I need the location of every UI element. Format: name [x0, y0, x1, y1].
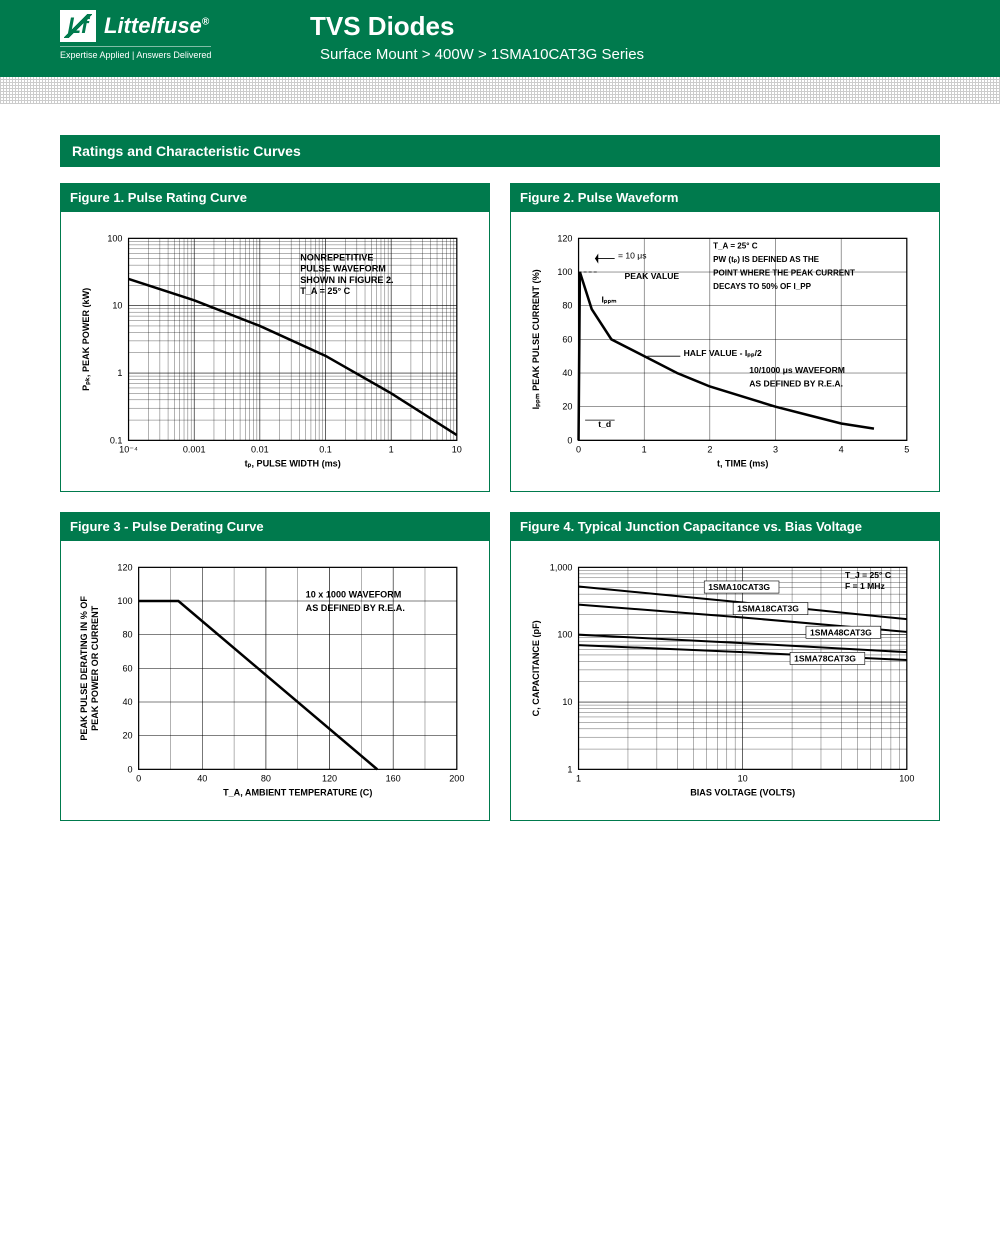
svg-text:0.01: 0.01	[251, 444, 269, 454]
svg-text:F = 1 MHz: F = 1 MHz	[845, 581, 885, 591]
svg-text:T_A, AMBIENT TEMPERATURE (C): T_A, AMBIENT TEMPERATURE (C)	[223, 788, 372, 798]
svg-text:1: 1	[117, 368, 122, 378]
svg-text:C, CAPACITANCE (pF): C, CAPACITANCE (pF)	[531, 620, 541, 716]
svg-text:POINT WHERE THE PEAK CURRENT: POINT WHERE THE PEAK CURRENT	[713, 268, 855, 277]
figure-3-title: Figure 3 - Pulse Derating Curve	[60, 512, 490, 541]
figure-2-chart: 0 1 2 3 4 5 0 20 40 60 80 100 120 = 10 μs PEAK VALUE Iₚ…	[510, 212, 940, 492]
svg-text:20: 20	[122, 731, 132, 741]
svg-text:PEAK VALUE: PEAK VALUE	[625, 271, 680, 281]
svg-text:Iₚₚₘ PEAK PULSE CURRENT (%): Iₚₚₘ PEAK PULSE CURRENT (%)	[531, 269, 541, 409]
svg-text:1SMA10CAT3G: 1SMA10CAT3G	[708, 582, 770, 592]
svg-text:1,000: 1,000	[550, 562, 573, 572]
svg-text:10⁻⁴: 10⁻⁴	[119, 444, 138, 454]
logo-block: Lf Littelfuse® Expertise Applied | Answe…	[0, 10, 300, 63]
figure-grid: Figure 1. Pulse Rating Curve 10⁻⁴ 0.001 0.…	[60, 183, 940, 821]
svg-text:HALF VALUE - Iₚₚ/2: HALF VALUE - Iₚₚ/2	[684, 348, 762, 358]
figure-4-chart: 1 10 100 1 10 100 1,000 1SMA10CAT3G 1SMA18CAT3G 1…	[510, 541, 940, 821]
svg-text:t, TIME (ms): t, TIME (ms)	[717, 459, 768, 469]
svg-text:100: 100	[117, 596, 132, 606]
svg-text:4: 4	[839, 444, 844, 454]
svg-text:10 x 1000 WAVEFORM: 10 x 1000 WAVEFORM	[306, 590, 402, 600]
svg-text:10: 10	[452, 444, 462, 454]
svg-text:40: 40	[197, 773, 207, 783]
svg-text:80: 80	[261, 773, 271, 783]
title-block: TVS Diodes Surface Mount > 400W > 1SMA10…	[300, 11, 644, 63]
svg-text:T_A = 25° C: T_A = 25° C	[300, 286, 350, 296]
svg-text:BIAS VOLTAGE (VOLTS): BIAS VOLTAGE (VOLTS)	[690, 788, 795, 798]
svg-text:0.001: 0.001	[183, 444, 206, 454]
figure-1-chart: 10⁻⁴ 0.001 0.01 0.1 1 10 0.1 1 10 100 tₚ, PULSE WI…	[60, 212, 490, 492]
svg-text:SHOWN IN FIGURE 2.: SHOWN IN FIGURE 2.	[300, 275, 393, 285]
svg-text:40: 40	[122, 697, 132, 707]
figure-2-title: Figure 2. Pulse Waveform	[510, 183, 940, 212]
svg-text:1: 1	[642, 444, 647, 454]
svg-text:PULSE WAVEFORM: PULSE WAVEFORM	[300, 264, 386, 274]
svg-text:0: 0	[567, 435, 572, 445]
svg-text:10: 10	[738, 773, 748, 783]
svg-text:NONREPETITIVE: NONREPETITIVE	[300, 253, 373, 263]
figure-3-chart: 0 40 80 120 160 200 0 20 40 60 80 100 120 10 x 1000 W…	[60, 541, 490, 821]
figure-2: Figure 2. Pulse Waveform 0 1 2 3 4 5 0 20 40 60 80…	[510, 183, 940, 492]
breadcrumb: Surface Mount > 400W > 1SMA10CAT3G Serie…	[310, 46, 644, 63]
svg-text:160: 160	[386, 773, 401, 783]
svg-text:100: 100	[899, 773, 914, 783]
svg-text:40: 40	[562, 368, 572, 378]
figure-4: Figure 4. Typical Junction Capacitance v…	[510, 512, 940, 821]
svg-text:0: 0	[576, 444, 581, 454]
svg-text:Iₚₚₘ: Iₚₚₘ	[602, 294, 618, 304]
svg-text:80: 80	[122, 630, 132, 640]
svg-text:120: 120	[322, 773, 337, 783]
page-header: Lf Littelfuse® Expertise Applied | Answe…	[0, 0, 1000, 77]
svg-text:10: 10	[562, 697, 572, 707]
svg-text:2: 2	[707, 444, 712, 454]
svg-text:80: 80	[562, 301, 572, 311]
svg-text:0: 0	[128, 764, 133, 774]
svg-text:1: 1	[389, 444, 394, 454]
page-title: TVS Diodes	[310, 11, 644, 42]
svg-text:60: 60	[562, 334, 572, 344]
svg-text:1SMA48CAT3G: 1SMA48CAT3G	[810, 627, 872, 637]
svg-text:200: 200	[449, 773, 464, 783]
svg-text:1SMA18CAT3G: 1SMA18CAT3G	[737, 604, 799, 614]
svg-text:0.1: 0.1	[319, 444, 332, 454]
brand-name: Littelfuse®	[104, 13, 209, 38]
svg-text:tₚ, PULSE WIDTH (ms): tₚ, PULSE WIDTH (ms)	[245, 459, 341, 469]
svg-text:120: 120	[557, 233, 572, 243]
svg-text:PEAK PULSE DERATING IN % OF: PEAK PULSE DERATING IN % OF	[79, 596, 89, 741]
content-area: Ratings and Characteristic Curves Figure…	[0, 105, 1000, 851]
svg-text:PW (tₚ) IS DEFINED AS THE: PW (tₚ) IS DEFINED AS THE	[713, 255, 820, 264]
svg-text:Pₚₖ, PEAK POWER (kW): Pₚₖ, PEAK POWER (kW)	[81, 288, 91, 391]
figure-1-title: Figure 1. Pulse Rating Curve	[60, 183, 490, 212]
svg-text:5: 5	[904, 444, 909, 454]
svg-text:= 10 μs: = 10 μs	[618, 251, 647, 261]
svg-text:3: 3	[773, 444, 778, 454]
figure-1: Figure 1. Pulse Rating Curve 10⁻⁴ 0.001 0.…	[60, 183, 490, 492]
svg-text:1: 1	[567, 764, 572, 774]
svg-text:PEAK POWER OR CURRENT: PEAK POWER OR CURRENT	[90, 605, 100, 731]
figure-4-title: Figure 4. Typical Junction Capacitance v…	[510, 512, 940, 541]
svg-text:100: 100	[557, 267, 572, 277]
svg-text:10: 10	[112, 301, 122, 311]
svg-text:AS DEFINED BY R.E.A.: AS DEFINED BY R.E.A.	[306, 603, 405, 613]
svg-text:100: 100	[557, 630, 572, 640]
svg-text:10/1000 μs WAVEFORM: 10/1000 μs WAVEFORM	[749, 365, 845, 375]
svg-text:100: 100	[107, 233, 122, 243]
svg-text:60: 60	[122, 663, 132, 673]
svg-text:T_J = 25° C: T_J = 25° C	[845, 570, 891, 580]
section-heading: Ratings and Characteristic Curves	[60, 135, 940, 167]
decorative-dotband	[0, 77, 1000, 105]
brand-logo: Lf Littelfuse®	[60, 10, 300, 42]
figure-3: Figure 3 - Pulse Derating Curve 0 40 80 120…	[60, 512, 490, 821]
logo-mark: Lf	[60, 10, 96, 42]
svg-text:0: 0	[136, 773, 141, 783]
svg-text:DECAYS TO 50% OF I_PP: DECAYS TO 50% OF I_PP	[713, 282, 811, 291]
svg-text:120: 120	[117, 562, 132, 572]
tagline: Expertise Applied | Answers Delivered	[60, 46, 211, 60]
svg-text:0.1: 0.1	[110, 435, 123, 445]
svg-text:1SMA78CAT3G: 1SMA78CAT3G	[794, 653, 856, 663]
svg-text:T_A = 25° C: T_A = 25° C	[713, 241, 758, 250]
svg-text:1: 1	[576, 773, 581, 783]
svg-text:AS DEFINED BY R.E.A.: AS DEFINED BY R.E.A.	[749, 378, 843, 388]
svg-text:20: 20	[562, 402, 572, 412]
